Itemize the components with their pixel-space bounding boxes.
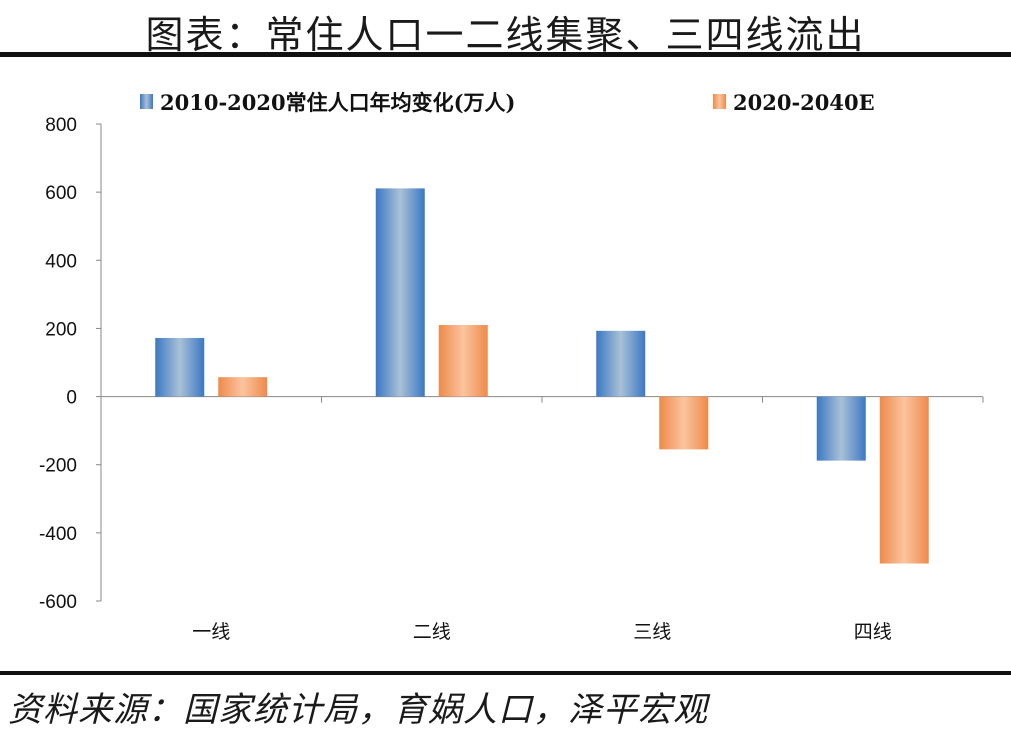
x-category-label: 四线 (854, 621, 892, 643)
y-tick-label: 800 (45, 115, 77, 136)
y-tick-label: 200 (45, 319, 77, 340)
source-note: 资料来源：国家统计局，育娲人口，泽平宏观 (8, 690, 708, 730)
bar-series1-1 (155, 337, 205, 397)
legend-label-1: 2010-2020常住人口年均变化(万人) (160, 90, 515, 115)
y-tick-label: -400 (39, 524, 77, 545)
legend-swatch-1 (140, 94, 153, 109)
x-category-label: 一线 (192, 621, 230, 643)
y-tick-label: -200 (39, 456, 77, 477)
top-rule (0, 52, 1011, 57)
legend-swatch-2 (713, 94, 726, 109)
bar-series2-1 (218, 377, 268, 397)
bar-chart: 800 600 400 200 0 -200 -400 -600 一线 二线 三线 四线 2010-… (39, 90, 984, 643)
bottom-rule (0, 671, 1011, 675)
bar-series1-4 (816, 396, 866, 461)
chart-title: 图表：常住人口一二线集聚、三四线流出 (145, 13, 866, 57)
y-tick-label: 0 (66, 388, 77, 409)
x-category-label: 二线 (413, 621, 451, 643)
legend-label-2: 2020-2040E (733, 90, 875, 115)
y-tick-label: -600 (39, 592, 77, 613)
bar-series2-2 (438, 325, 488, 397)
x-category-label: 三线 (633, 621, 671, 643)
bar-series1-2 (375, 188, 425, 397)
bar-series2-3 (659, 396, 709, 450)
bar-series1-3 (596, 330, 646, 397)
y-tick-label: 400 (45, 251, 77, 272)
y-tick-label: 600 (45, 183, 77, 204)
bar-series2-4 (879, 396, 929, 564)
